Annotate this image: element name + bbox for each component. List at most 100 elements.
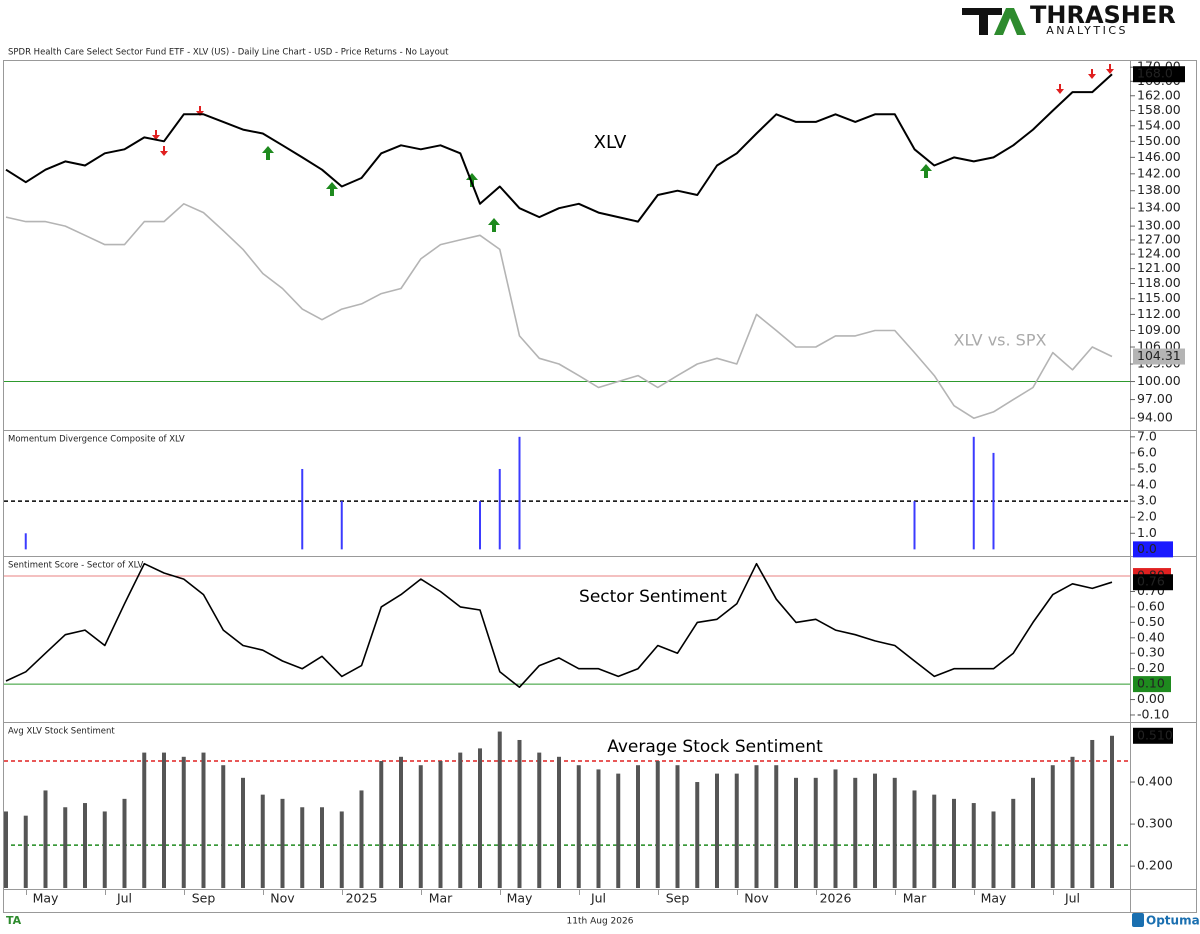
bar <box>359 790 364 888</box>
y-tick-label: 0.400 <box>1137 774 1173 789</box>
logo-name: THRASHER <box>1030 1 1176 29</box>
y-tick-label: 100.00 <box>1137 373 1181 388</box>
bar <box>794 777 798 888</box>
bar <box>379 761 384 888</box>
x-tick-label: Nov <box>270 891 295 906</box>
bar <box>952 798 956 888</box>
bar <box>4 811 8 888</box>
bar <box>912 790 917 888</box>
panel-title: Sentiment Score - Sector of XLV <box>8 561 143 571</box>
bar <box>142 752 147 888</box>
value-box <box>1133 66 1185 83</box>
panel-title: Avg XLV Stock Sentiment <box>8 727 115 737</box>
bar <box>913 501 916 550</box>
bar <box>458 752 463 888</box>
y-tick-label: 115.00 <box>1137 290 1181 305</box>
x-tick-label: Sep <box>192 891 216 906</box>
bar <box>497 731 502 888</box>
bar <box>695 782 700 888</box>
series-line <box>5 562 1113 688</box>
bar <box>813 777 818 888</box>
brand-icon <box>1132 913 1144 927</box>
bar <box>991 811 996 888</box>
y-tick-label: 142.00 <box>1137 165 1181 180</box>
bar <box>853 777 858 888</box>
bar <box>122 798 127 888</box>
series-line <box>5 203 1113 419</box>
bar <box>517 739 522 888</box>
frame <box>3 60 1197 913</box>
y-tick-label: 4.0 <box>1137 477 1157 492</box>
x-tick-label: Jul <box>1064 891 1080 906</box>
bar <box>754 765 759 888</box>
bar <box>479 501 481 550</box>
y-tick-label: 0.200 <box>1137 858 1173 873</box>
value-label: 104.31 <box>1137 348 1181 363</box>
y-tick-label: 146.00 <box>1137 149 1181 164</box>
series-line <box>5 73 1113 223</box>
y-tick-label: 124.00 <box>1137 246 1181 261</box>
x-tick-label: 2025 <box>346 891 378 906</box>
y-tick-label: 0.300 <box>1137 816 1173 831</box>
series-name: Sector Sentiment <box>579 587 727 607</box>
series-name: XLV <box>594 132 627 153</box>
y-tick-label: 109.00 <box>1137 322 1181 337</box>
bar <box>734 773 739 888</box>
y-tick-label: 150.00 <box>1137 133 1181 148</box>
bar <box>892 777 897 888</box>
y-tick-label: 127.00 <box>1137 231 1181 246</box>
y-tick-label: 97.00 <box>1137 391 1173 406</box>
y-tick-label: 0.60 <box>1137 598 1165 613</box>
reference-box <box>1133 676 1171 693</box>
value-box <box>1133 574 1173 591</box>
bar <box>63 807 68 888</box>
bar <box>301 468 304 550</box>
bar <box>537 752 542 888</box>
bar <box>23 815 28 888</box>
bar <box>339 811 344 888</box>
bar <box>576 765 581 888</box>
bar <box>181 756 186 888</box>
bar <box>340 501 343 550</box>
bar <box>774 765 779 888</box>
bar <box>260 794 265 888</box>
value-label: 0.510 <box>1137 727 1173 742</box>
bar <box>241 777 245 888</box>
value-box <box>1133 727 1173 744</box>
x-tick-label: Mar <box>903 891 927 906</box>
bar <box>833 769 838 888</box>
series-name: Average Stock Sentiment <box>607 737 823 757</box>
value-label: 0.76 <box>1137 574 1165 589</box>
bar <box>932 794 937 888</box>
bar <box>873 773 877 888</box>
bar <box>1031 777 1035 888</box>
y-tick-label: 0.20 <box>1137 660 1165 675</box>
y-tick-label: 134.00 <box>1137 200 1181 215</box>
x-tick-label: May <box>507 891 533 906</box>
bar <box>655 761 660 888</box>
bar <box>24 533 27 550</box>
bar <box>972 436 975 550</box>
bar <box>1050 765 1055 888</box>
y-tick-label: 0.40 <box>1137 629 1165 644</box>
series-name: XLV vs. SPX <box>954 331 1047 350</box>
y-tick-label: 0.30 <box>1137 645 1165 660</box>
y-tick-label: 5.0 <box>1137 460 1157 475</box>
bar <box>438 761 443 888</box>
y-tick-label: 1.0 <box>1137 525 1157 540</box>
x-tick-label: Jul <box>590 891 606 906</box>
bar <box>201 752 206 888</box>
bar <box>557 756 561 888</box>
y-tick-label: 130.00 <box>1137 218 1181 233</box>
bar <box>498 468 501 550</box>
buy-signals <box>262 146 932 232</box>
bar <box>221 765 226 888</box>
logo: THRASHER ANALYTICS <box>962 1 1176 37</box>
bar <box>399 756 403 888</box>
y-tick-label: 112.00 <box>1137 306 1181 321</box>
y-tick-label: 3.0 <box>1137 493 1157 508</box>
chart-header: SPDR Health Care Select Sector Fund ETF … <box>8 48 449 58</box>
bar <box>418 765 423 888</box>
bar <box>636 765 640 888</box>
